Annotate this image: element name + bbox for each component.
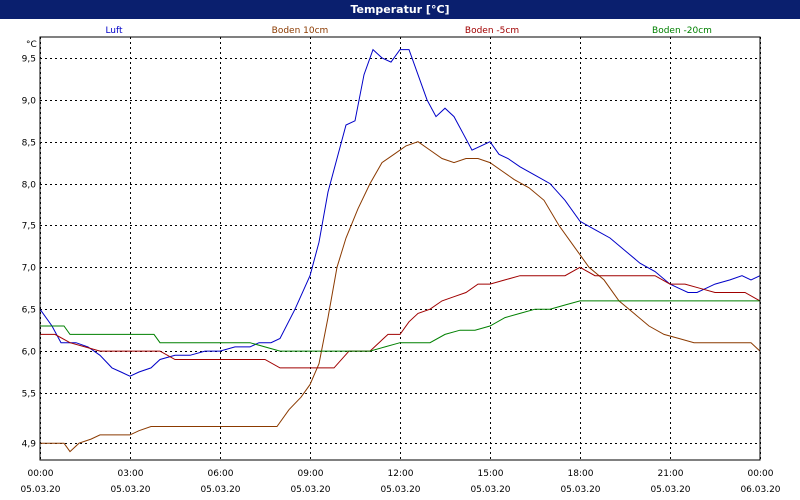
x-tick-date-label: 06.03.20 [740, 485, 780, 495]
legend-item: Boden -5cm [465, 26, 519, 36]
y-tick-labels: 4,9 5,5 6,0 6,5 7,0 7,5 8,0 8,5 9,0 9,5 [22, 55, 37, 450]
x-tick-date-label: 05.03.20 [380, 485, 420, 495]
y-tick-label: 5,5 [22, 390, 36, 400]
x-tick-date-label: 05.03.20 [470, 485, 510, 495]
chart-background [0, 19, 800, 500]
y-tick-label: 4,9 [22, 440, 37, 450]
x-tick-time-label: 21:00 [658, 469, 684, 479]
legend-item: Boden -20cm [652, 26, 712, 36]
x-tick-date-label: 05.03.20 [290, 485, 330, 495]
x-tick-date-label: 05.03.20 [650, 485, 690, 495]
window-title: Temperatur [°C] [0, 0, 800, 19]
legend: Luft Boden 10cm Boden -5cm Boden -20cm [105, 26, 712, 36]
y-tick-label: 9,5 [22, 55, 36, 65]
series-line-boden-5cm [40, 266, 761, 369]
series-line-boden-20cm [40, 300, 760, 352]
series-line-luft [39, 48, 761, 377]
series-line-boden-10cm [40, 141, 761, 453]
y-tick-label: 6,5 [22, 306, 36, 316]
x-tick-labels: 00:00 05.03.20 03:00 05.03.20 06:00 05.03.20 0… [20, 469, 780, 495]
x-tick-time-label: 06:00 [208, 469, 234, 479]
y-tick-label: 7,0 [22, 264, 37, 274]
x-tick-time-label: 18:00 [568, 469, 594, 479]
legend-item: Luft [105, 26, 123, 36]
x-tick-date-label: 05.03.20 [200, 485, 240, 495]
plot-frame [39, 36, 761, 461]
y-tick-label: 9,0 [22, 97, 37, 107]
legend-item: Boden 10cm [272, 26, 329, 36]
y-tick-label: 8,5 [22, 139, 36, 149]
y-tick-label: 8,0 [22, 181, 37, 191]
y-tick-label: 7,5 [22, 222, 36, 232]
x-tick-date-label: 05.03.20 [110, 485, 150, 495]
x-tick-time-label: 09:00 [298, 469, 324, 479]
x-tick-time-label: 00:00 [28, 469, 54, 479]
x-tick-date-label: 05.03.20 [20, 485, 60, 495]
y-tick-label: 6,0 [22, 348, 37, 358]
x-tick-time-label: 15:00 [478, 469, 504, 479]
y-axis-unit: °C [26, 40, 37, 50]
series-lines [39, 48, 761, 453]
x-tick-time-label: 12:00 [388, 469, 414, 479]
x-tick-time-label: 00:00 [748, 469, 774, 479]
x-tick-time-label: 03:00 [118, 469, 144, 479]
x-tick-date-label: 05.03.20 [560, 485, 600, 495]
